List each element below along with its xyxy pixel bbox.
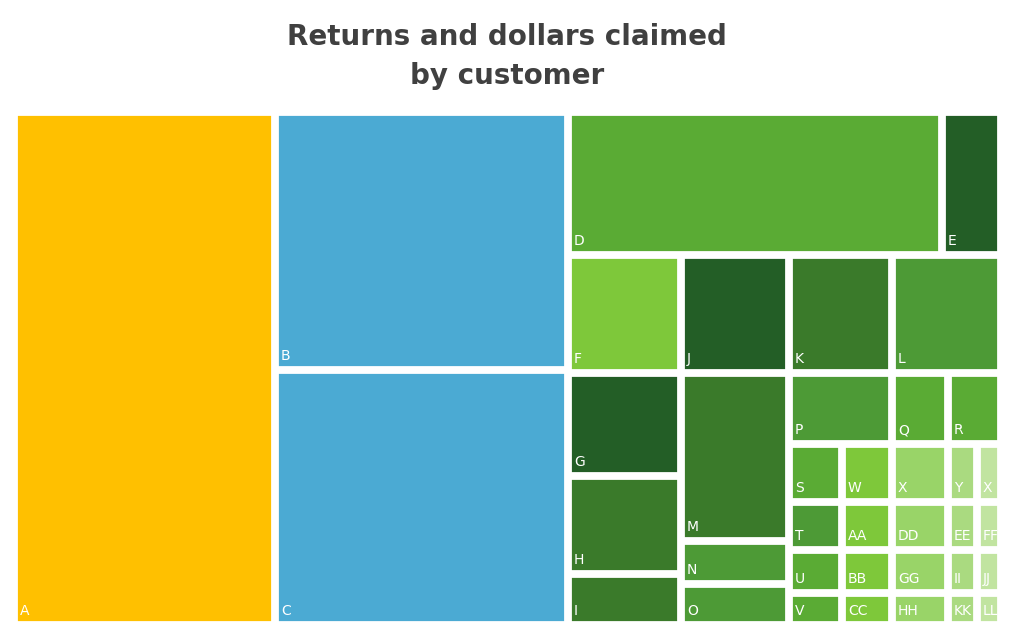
Bar [950,446,974,499]
Text: KK: KK [954,604,972,618]
Text: X: X [898,481,908,495]
Text: Returns and dollars claimed
by customer: Returns and dollars claimed by customer [287,23,727,90]
Text: EE: EE [954,529,971,543]
Text: R: R [954,423,963,437]
Text: Q: Q [898,423,909,437]
Bar [683,586,786,622]
Bar [894,552,945,590]
Text: FF: FF [983,529,999,543]
Text: CC: CC [848,604,868,618]
Text: II: II [954,572,962,586]
Text: G: G [574,455,585,469]
Bar [894,595,945,622]
Text: GG: GG [898,572,920,586]
Text: X: X [983,481,993,495]
Text: LL: LL [983,604,999,618]
Bar [894,504,945,547]
Bar [791,446,839,499]
Bar [844,446,889,499]
Text: E: E [948,234,957,248]
Bar [683,375,786,538]
Bar [894,257,998,370]
Text: A: A [20,604,29,618]
Text: N: N [687,563,698,577]
Bar [950,552,974,590]
Text: C: C [281,604,291,618]
Bar [944,114,998,252]
Bar [791,257,889,370]
Bar [979,446,998,499]
Bar [791,504,839,547]
Text: M: M [687,520,699,534]
Bar [570,576,678,622]
Text: BB: BB [848,572,867,586]
Bar [683,257,786,370]
Bar [950,504,974,547]
Text: F: F [574,352,582,366]
Bar [791,375,889,441]
Text: K: K [795,352,804,366]
Bar [979,504,998,547]
Text: P: P [795,423,803,437]
Text: I: I [574,604,578,618]
Bar [16,114,272,622]
Bar [791,595,839,622]
Text: AA: AA [848,529,867,543]
Text: Y: Y [954,481,962,495]
Text: J: J [687,352,691,366]
Bar [277,372,565,622]
Text: W: W [848,481,862,495]
Bar [570,478,678,571]
Bar [950,375,998,441]
Text: B: B [281,349,291,363]
Bar [950,595,974,622]
Text: V: V [795,604,804,618]
Text: DD: DD [898,529,920,543]
Text: T: T [795,529,803,543]
Text: JJ: JJ [983,572,991,586]
Bar [979,595,998,622]
Text: HH: HH [898,604,919,618]
Text: D: D [574,234,585,248]
Bar [844,504,889,547]
Bar [979,552,998,590]
Bar [570,114,939,252]
Bar [570,375,678,473]
Text: U: U [795,572,805,586]
Bar [844,552,889,590]
Text: L: L [898,352,906,366]
Bar [894,375,945,441]
Bar [791,552,839,590]
Text: H: H [574,553,584,567]
Bar [894,446,945,499]
Bar [277,114,565,367]
Text: S: S [795,481,804,495]
Bar [844,595,889,622]
Bar [570,257,678,370]
Bar [683,543,786,581]
Text: O: O [687,604,698,618]
